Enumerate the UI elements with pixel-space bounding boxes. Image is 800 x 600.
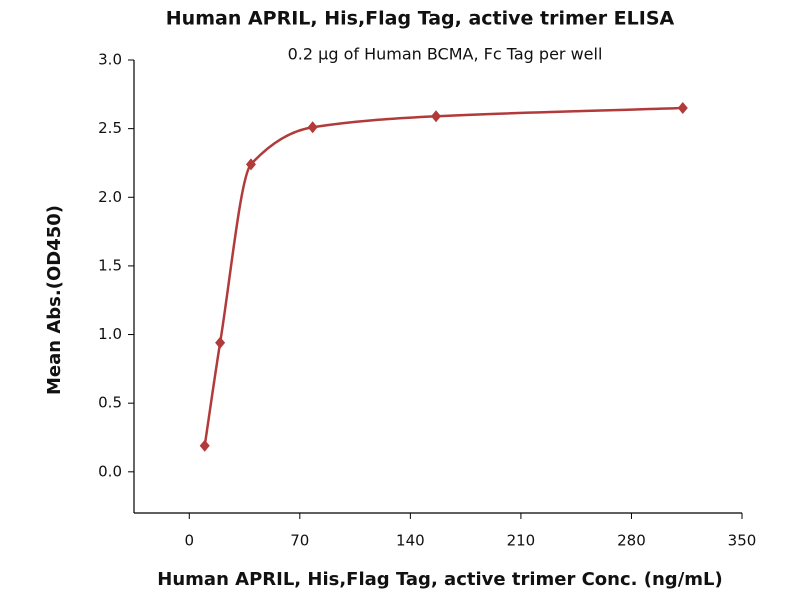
x-tick-label: 210 <box>507 532 536 550</box>
data-point <box>677 102 688 115</box>
x-tick-label: 280 <box>617 532 646 550</box>
chart-subtitle: 0.2 μg of Human BCMA, Fc Tag per well <box>288 45 603 64</box>
y-axis-title: Mean Abs.(OD450) <box>44 205 65 395</box>
data-point <box>215 336 226 349</box>
y-tick-label: 0.5 <box>98 394 122 412</box>
data-point <box>245 158 256 171</box>
y-tick-label: 3.0 <box>98 51 122 69</box>
y-tick-label: 2.5 <box>98 119 122 137</box>
x-tick-label: 350 <box>728 532 757 550</box>
chart-title: Human APRIL, His,Flag Tag, active trimer… <box>166 8 675 30</box>
y-tick-label: 0.0 <box>98 462 122 480</box>
data-point <box>199 439 210 452</box>
x-axis-title: Human APRIL, His,Flag Tag, active trimer… <box>157 569 722 590</box>
data-point <box>431 110 442 123</box>
y-tick-label: 2.0 <box>98 188 122 206</box>
x-tick-label: 0 <box>184 532 194 550</box>
fit-curve <box>203 106 683 446</box>
x-tick-label: 70 <box>290 532 309 550</box>
y-tick-label: 1.5 <box>98 256 122 274</box>
data-point <box>307 121 318 134</box>
y-tick-label: 1.0 <box>98 325 122 343</box>
x-tick-label: 140 <box>396 532 425 550</box>
